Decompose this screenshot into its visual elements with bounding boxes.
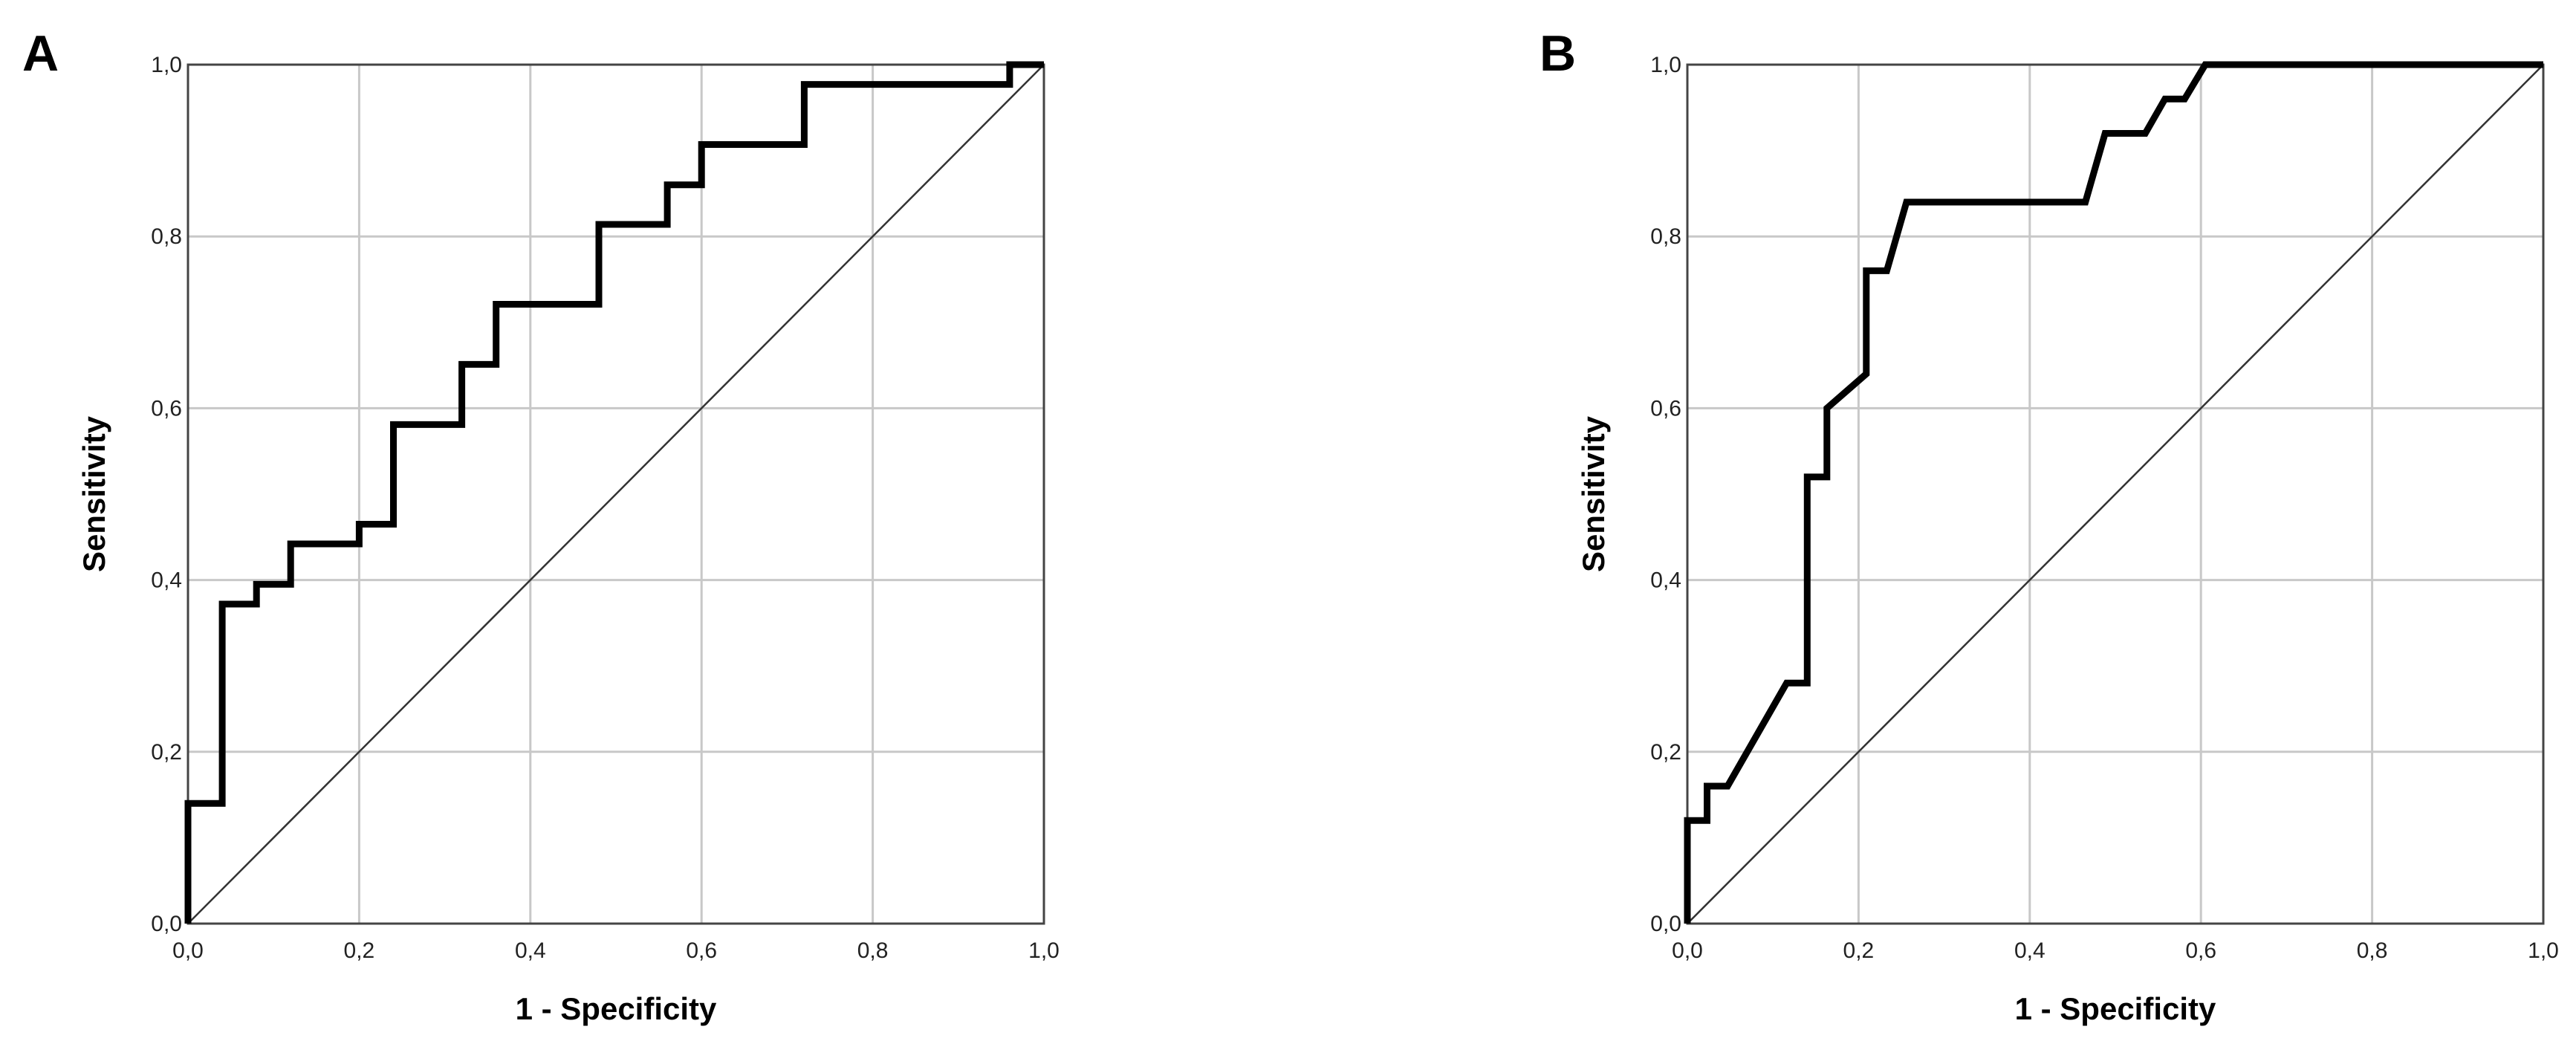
plot-frame bbox=[1686, 63, 2545, 925]
roc-curve bbox=[1684, 61, 2543, 924]
x-tick-label: 0,6 bbox=[686, 938, 717, 963]
roc-panel-a: A 0,0 0,2 0,4 0,6 0,8 1,0 0,0 0,2 0,4 0,6 0,8 1,0 1 -… bbox=[22, 25, 1060, 1026]
roc-panel-b: B 0,0 0,2 0,4 0,6 0,8 1,0 0,0 0,2 0,4 0,6 0,8 1,0 1 -… bbox=[1540, 25, 2559, 1026]
x-tick-label: 0,0 bbox=[1672, 938, 1703, 963]
x-tick-label: 1,0 bbox=[2528, 938, 2559, 963]
y-axis-title: Sensitivity bbox=[1576, 415, 1611, 572]
y-tick-label: 0,4 bbox=[151, 568, 182, 593]
y-tick-label: 0,4 bbox=[1650, 568, 1681, 593]
reference-diagonal bbox=[1687, 64, 2544, 924]
y-axis-title: Sensitivity bbox=[77, 415, 111, 572]
y-tick-label: 0,6 bbox=[1650, 396, 1681, 421]
y-tick-label: 1,0 bbox=[1650, 53, 1681, 77]
y-tick-label: 1,0 bbox=[151, 53, 182, 77]
y-tick-label: 0,0 bbox=[1650, 912, 1681, 936]
plot-frame bbox=[186, 63, 1045, 925]
x-tick-label: 0,8 bbox=[2357, 938, 2388, 963]
panel-label: B bbox=[1540, 25, 1576, 82]
y-tick-label: 0,8 bbox=[151, 224, 182, 249]
reference-diagonal bbox=[187, 64, 1045, 924]
x-tick-label: 1,0 bbox=[1028, 938, 1060, 963]
y-tick-label: 0,6 bbox=[151, 396, 182, 421]
x-tick-label: 0,4 bbox=[515, 938, 546, 963]
y-tick-label: 0,8 bbox=[1650, 224, 1681, 249]
x-tick-label: 0,2 bbox=[1843, 938, 1875, 963]
y-tick-label: 0,0 bbox=[151, 912, 182, 936]
roc-curve bbox=[184, 61, 1044, 924]
x-axis-title: 1 - Specificity bbox=[2015, 991, 2216, 1026]
x-axis-title: 1 - Specificity bbox=[516, 991, 717, 1026]
x-tick-label: 0,8 bbox=[857, 938, 889, 963]
y-tick-label: 0,2 bbox=[1650, 740, 1681, 765]
y-tick-label: 0,2 bbox=[151, 740, 182, 765]
x-tick-label: 0,0 bbox=[172, 938, 204, 963]
panel-label: A bbox=[22, 25, 59, 82]
x-tick-label: 0,2 bbox=[344, 938, 375, 963]
x-tick-label: 0,4 bbox=[2014, 938, 2045, 963]
x-tick-label: 0,6 bbox=[2185, 938, 2216, 963]
